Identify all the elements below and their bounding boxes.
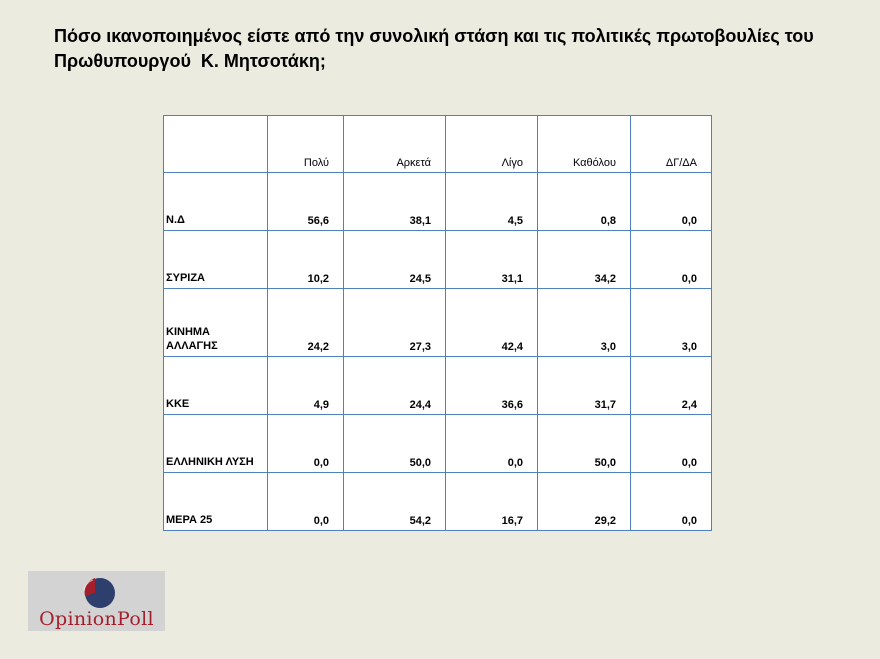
logo-wordmark: OpinionPoll — [28, 608, 165, 630]
data-cell: 38,1 — [343, 172, 446, 231]
row-label-line: ΚΙΝΗΜΑ — [166, 326, 210, 338]
row-label: ΜΕΡΑ 25 — [163, 472, 268, 531]
data-cell: 24,5 — [343, 230, 446, 289]
data-cell: 0,0 — [630, 172, 712, 231]
data-cell: 29,2 — [537, 472, 631, 531]
data-cell: 34,2 — [537, 230, 631, 289]
table-row: ΕΛΛΗΝΙΚΗ ΛΥΣΗ 0,0 50,0 0,0 50,0 0,0 — [163, 414, 712, 473]
data-cell: 50,0 — [537, 414, 631, 473]
poll-results-table: Πολύ Αρκετά Λίγο Καθόλου ΔΓ/ΔΑ Ν.Δ 56,6 … — [163, 115, 712, 531]
data-cell: 27,3 — [343, 288, 446, 357]
data-cell: 24,2 — [267, 288, 344, 357]
table-row: ΚΚΕ 4,9 24,4 36,6 31,7 2,4 — [163, 356, 712, 415]
data-cell: 3,0 — [537, 288, 631, 357]
row-label: ΚΙΝΗΜΑ ΑΛΛΑΓΗΣ — [163, 288, 268, 357]
column-header: Λίγο — [445, 115, 538, 173]
data-cell: 0,0 — [630, 414, 712, 473]
data-cell: 10,2 — [267, 230, 344, 289]
data-cell: 0,8 — [537, 172, 631, 231]
logo-text-poll: Poll — [117, 608, 154, 630]
corner-cell — [163, 115, 268, 173]
data-cell: 31,1 — [445, 230, 538, 289]
data-cell: 0,0 — [630, 472, 712, 531]
logo-text-opinion: Opinion — [39, 608, 118, 630]
data-cell: 54,2 — [343, 472, 446, 531]
column-header: ΔΓ/ΔΑ — [630, 115, 712, 173]
title-line-2: Πρωθυπουργού Κ. Μητσοτάκη; — [54, 51, 326, 71]
table-row: ΜΕΡΑ 25 0,0 54,2 16,7 29,2 0,0 — [163, 472, 712, 531]
data-cell: 4,9 — [267, 356, 344, 415]
page-title: Πόσο ικανοποιημένος είστε από την συνολι… — [54, 24, 854, 74]
data-cell: 50,0 — [343, 414, 446, 473]
column-header: Καθόλου — [537, 115, 631, 173]
data-cell: 31,7 — [537, 356, 631, 415]
data-cell: 42,4 — [445, 288, 538, 357]
table-row: Ν.Δ 56,6 38,1 4,5 0,8 0,0 — [163, 172, 712, 231]
title-line-1: Πόσο ικανοποιημένος είστε από την συνολι… — [54, 26, 814, 46]
data-cell: 0,0 — [267, 472, 344, 531]
row-label: Ν.Δ — [163, 172, 268, 231]
row-label: ΚΚΕ — [163, 356, 268, 415]
column-header: Αρκετά — [343, 115, 446, 173]
data-cell: 3,0 — [630, 288, 712, 357]
row-label-line: ΑΛΛΑΓΗΣ — [166, 340, 218, 352]
table-row: ΣΥΡΙΖΑ 10,2 24,5 31,1 34,2 0,0 — [163, 230, 712, 289]
row-label: ΕΛΛΗΝΙΚΗ ΛΥΣΗ — [163, 414, 268, 473]
opinion-poll-logo: OpinionPoll — [28, 571, 165, 631]
row-label: ΣΥΡΙΖΑ — [163, 230, 268, 289]
data-cell: 2,4 — [630, 356, 712, 415]
data-cell: 0,0 — [445, 414, 538, 473]
data-cell: 16,7 — [445, 472, 538, 531]
column-header: Πολύ — [267, 115, 344, 173]
data-cell: 36,6 — [445, 356, 538, 415]
data-cell: 0,0 — [267, 414, 344, 473]
data-cell: 4,5 — [445, 172, 538, 231]
table-row: ΚΙΝΗΜΑ ΑΛΛΑΓΗΣ 24,2 27,3 42,4 3,0 3,0 — [163, 288, 712, 357]
data-cell: 24,4 — [343, 356, 446, 415]
header-row: Πολύ Αρκετά Λίγο Καθόλου ΔΓ/ΔΑ — [163, 115, 712, 173]
data-cell: 0,0 — [630, 230, 712, 289]
data-cell: 56,6 — [267, 172, 344, 231]
opinion-poll-logo-icon — [83, 578, 115, 608]
